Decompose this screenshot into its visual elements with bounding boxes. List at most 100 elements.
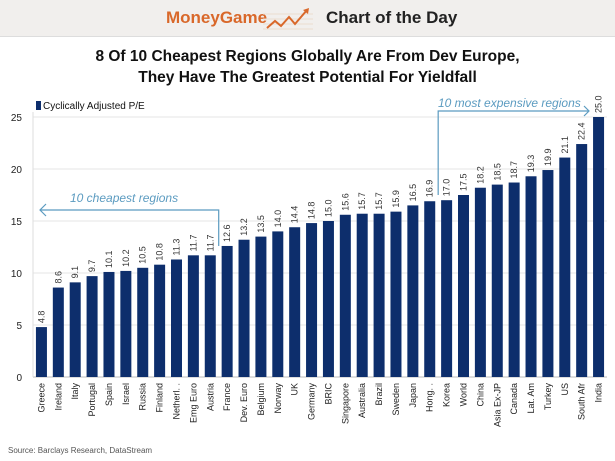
chart-title: 8 Of 10 Cheapest Regions Globally Are Fr… [0, 46, 615, 88]
bar [593, 117, 605, 377]
x-tick-label: Finland [155, 383, 165, 413]
x-tick-label: Australia [357, 383, 367, 418]
bar [576, 144, 588, 377]
x-tick-label: Israel [121, 383, 131, 405]
data-label: 14.8 [307, 202, 317, 220]
x-tick-label: Belgium [256, 383, 266, 416]
bar [103, 271, 115, 377]
cheapest-bracket [40, 209, 220, 246]
y-tick-label: 15 [11, 217, 23, 228]
bar [390, 211, 402, 377]
bar [508, 182, 520, 377]
y-tick-label: 10 [11, 269, 23, 280]
x-tick-label: France [222, 383, 232, 411]
bar [542, 170, 554, 377]
bar [255, 236, 267, 377]
arrow-right-icon [583, 105, 590, 117]
brand-logo: MoneyGame [166, 8, 268, 27]
data-label: 19.9 [543, 149, 553, 167]
x-tick-label: Netherl. . [172, 383, 182, 420]
expensive-annotation: 10 most expensive regions [438, 96, 581, 110]
bar [221, 245, 233, 377]
x-tick-label: US [560, 383, 570, 396]
data-label: 13.2 [239, 218, 249, 236]
bar [306, 223, 318, 377]
x-tick-label: Korea [442, 383, 452, 407]
header-banner: MoneyGame Chart of the Day [0, 0, 615, 37]
expensive-bracket [437, 110, 588, 195]
data-label: 16.5 [408, 184, 418, 202]
bar [52, 287, 64, 377]
bar [289, 227, 301, 377]
data-label: 17.5 [459, 173, 469, 191]
bar [154, 264, 166, 377]
bar [69, 282, 81, 377]
data-label: 4.8 [36, 311, 46, 324]
data-label: 15.7 [357, 192, 367, 210]
x-tick-label: Hong. . [425, 383, 435, 412]
data-label: 15.9 [391, 190, 401, 208]
bar [322, 221, 334, 377]
data-label: 19.3 [526, 155, 536, 173]
x-tick-label: Sweden [391, 383, 401, 416]
bar [491, 184, 503, 377]
source-note: Source: Barclays Research, DataStream [8, 446, 153, 455]
x-tick-label: Spain [104, 383, 114, 406]
data-label: 8.6 [53, 271, 63, 284]
cheapest-annotation: 10 cheapest regions [70, 191, 178, 205]
x-tick-label: World [459, 383, 469, 406]
bar [339, 214, 351, 377]
data-label: 25.0 [594, 95, 604, 113]
data-label: 18.2 [475, 166, 485, 184]
data-label: 15.0 [323, 199, 333, 217]
bar [525, 176, 537, 377]
bar [373, 213, 385, 377]
x-tick-label: Dev. Euro [239, 383, 249, 422]
x-tick-label: Greece [36, 383, 46, 413]
trend-arrow-icon [263, 8, 313, 30]
bar [559, 157, 571, 377]
data-label: 18.5 [492, 163, 502, 181]
bar [272, 231, 284, 377]
bar [238, 239, 250, 377]
x-tick-label: Italy [70, 383, 80, 400]
legend: Cyclically Adjusted P/E [36, 101, 145, 112]
x-tick-label: Asia Ex-JP [492, 383, 502, 427]
y-tick-label: 5 [16, 321, 22, 332]
arrow-left-icon [39, 203, 47, 217]
data-label: 13.5 [256, 215, 266, 233]
x-tick-label: Norway [273, 383, 283, 414]
bar [356, 213, 368, 377]
bar [35, 327, 47, 377]
data-label: 9.7 [87, 260, 97, 273]
y-tick-label: 0 [16, 373, 22, 384]
x-tick-label: Canada [509, 383, 519, 415]
x-tick-label: Portugal [87, 383, 97, 417]
x-tick-label: Emg Euro [188, 383, 198, 423]
data-label: 18.7 [509, 161, 519, 179]
x-tick-label: Germany [307, 383, 317, 421]
bar [187, 255, 199, 377]
data-label: 15.6 [340, 193, 350, 211]
x-tick-label: Singapore [340, 383, 350, 424]
data-label: 21.1 [560, 136, 570, 154]
bar [171, 259, 182, 377]
bar [86, 276, 98, 377]
bar [441, 200, 453, 377]
x-tick-label: UK [290, 383, 300, 396]
data-label: 10.5 [138, 246, 148, 264]
data-label: 12.6 [222, 224, 232, 242]
title-line-2: They Have The Greatest Potential For Yie… [138, 69, 477, 86]
data-label: 10.1 [104, 250, 114, 268]
x-tick-label: Austria [205, 383, 215, 411]
x-tick-label: China [475, 383, 485, 407]
x-tick-label: Ireland [53, 383, 63, 411]
data-label: 17.0 [442, 179, 452, 197]
data-label: 11.7 [188, 234, 198, 251]
bar [474, 187, 486, 377]
data-label: 16.9 [425, 180, 435, 198]
y-tick-label: 25 [11, 113, 23, 124]
x-tick-label: Lat. Am [526, 383, 536, 414]
legend-label: Cyclically Adjusted P/E [43, 101, 145, 112]
